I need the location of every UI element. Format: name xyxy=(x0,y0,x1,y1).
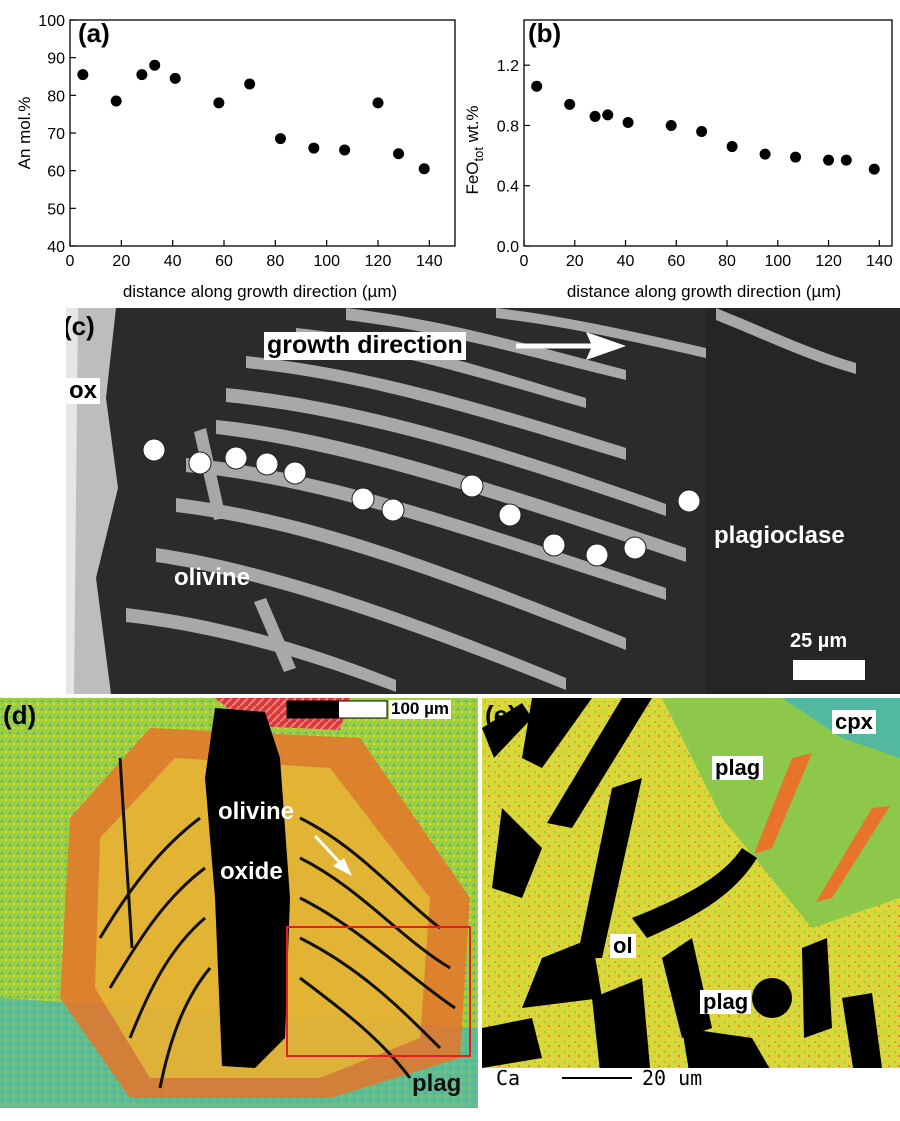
x-tick-label: 140 xyxy=(416,253,443,270)
data-point xyxy=(759,148,771,160)
x-tick-label: 20 xyxy=(566,253,584,270)
panel-d-letter: (d) xyxy=(3,700,37,730)
panel-d-label-olivine: olivine xyxy=(218,798,295,825)
chart-b-axes-frame xyxy=(523,19,893,247)
chart-b-x-label: distance along growth direction (µm) xyxy=(567,282,841,301)
chart-b-y-label-sub: tot xyxy=(471,147,486,162)
panel-c-bse-image: (c) ox growth direction olivine plagiocl… xyxy=(66,308,900,694)
data-point xyxy=(136,69,148,81)
panel-c-label-plagioclase: plagioclase xyxy=(714,522,845,549)
chart-b-x-ticks: 0 20 40 60 80 100 120 140 xyxy=(520,240,893,270)
data-point xyxy=(665,119,677,131)
x-tick-label: 120 xyxy=(815,253,842,270)
panel-e-label-ca: Ca xyxy=(496,1066,521,1090)
panel-d-label-plag: plag xyxy=(412,1070,462,1097)
data-point xyxy=(149,59,161,71)
chart-b-y-ticks: 0.0 0.4 0.8 1.2 xyxy=(497,58,530,256)
panel-d-texture xyxy=(0,698,478,1108)
chart-b-y-label-main: FeO xyxy=(463,161,482,194)
data-point xyxy=(274,133,286,145)
panel-c-label-olivine: olivine xyxy=(174,564,251,591)
y-tick-label: 0.0 xyxy=(497,239,519,256)
panel-d-scale-label: 100 µm xyxy=(389,699,451,719)
data-point xyxy=(372,97,384,109)
panel-e-label-plag-mid: plag xyxy=(700,989,752,1015)
x-tick-label: 60 xyxy=(215,253,233,270)
y-tick-label: 1.2 xyxy=(497,58,519,75)
x-tick-label: 140 xyxy=(866,253,893,270)
panel-d-element-map: (d) 100 µm olivine oxide plag xyxy=(0,698,478,1108)
y-tick-label: 0.8 xyxy=(497,118,519,135)
panel-c-texture xyxy=(66,308,900,694)
x-tick-label: 0 xyxy=(520,253,529,270)
chart-a-points xyxy=(77,59,430,175)
data-point xyxy=(840,154,852,166)
y-tick-label: 50 xyxy=(47,201,65,218)
x-tick-label: 0 xyxy=(66,253,75,270)
data-point xyxy=(339,144,351,156)
panel-e-texture xyxy=(482,698,900,1090)
data-point xyxy=(77,69,89,81)
data-point xyxy=(589,110,601,122)
x-tick-label: 20 xyxy=(112,253,130,270)
data-point xyxy=(696,125,708,137)
data-point xyxy=(169,72,181,84)
x-tick-label: 80 xyxy=(718,253,736,270)
x-tick-label: 120 xyxy=(365,253,392,270)
chart-a-x-label: distance along growth direction (µm) xyxy=(123,282,397,301)
panel-c-label-growth-direction: growth direction xyxy=(264,331,466,360)
panel-e-label-ol: ol xyxy=(610,933,636,959)
chart-a-axes-frame xyxy=(69,19,456,247)
chart-b-points xyxy=(531,80,880,175)
y-tick-label: 60 xyxy=(47,164,65,181)
x-tick-label: 80 xyxy=(266,253,284,270)
panel-e-ca-map: (e) cpx plag ol plag Ca 20 um xyxy=(482,698,900,1090)
chart-b: 0 20 40 60 80 100 120 140 0.0 0.4 0.8 1.2 (b) dist… xyxy=(463,18,893,301)
panel-e-label-cpx: cpx xyxy=(832,709,876,735)
data-point xyxy=(726,141,738,153)
chart-a-y-ticks: 40 50 60 70 80 90 100 xyxy=(38,13,76,256)
panel-c-letter: (c) xyxy=(66,311,95,341)
chart-b-y-label: FeOtot wt.% xyxy=(463,105,486,194)
chart-a: 0 20 40 60 80 100 120 140 40 50 60 70 80 90 100 (a) d… xyxy=(15,13,456,301)
data-point xyxy=(110,95,122,107)
data-point xyxy=(823,154,835,166)
data-point xyxy=(564,98,576,110)
panel-e-label-plag-top: plag xyxy=(712,755,764,781)
chart-a-y-label: An mol.% xyxy=(15,97,34,170)
y-tick-label: 90 xyxy=(47,51,65,68)
data-point xyxy=(602,109,614,121)
y-tick-label: 100 xyxy=(38,13,65,30)
data-point xyxy=(418,163,430,175)
data-point xyxy=(393,148,405,160)
panel-c-scale-label: 25 µm xyxy=(790,630,848,652)
x-tick-label: 60 xyxy=(667,253,685,270)
y-tick-label: 40 xyxy=(47,239,65,256)
x-tick-label: 100 xyxy=(764,253,791,270)
panel-e-letter: (e) xyxy=(485,700,517,730)
x-tick-label: 40 xyxy=(164,253,182,270)
panel-d-label-oxide: oxide xyxy=(220,858,283,885)
chart-a-panel-letter: (a) xyxy=(78,18,110,48)
x-tick-label: 100 xyxy=(313,253,340,270)
y-tick-label: 70 xyxy=(47,126,65,143)
charts-area: 0 20 40 60 80 100 120 140 40 50 60 70 80 90 100 (a) d… xyxy=(15,13,893,301)
chart-a-x-ticks: 0 20 40 60 80 100 120 140 xyxy=(66,240,443,270)
x-tick-label: 40 xyxy=(617,253,635,270)
data-point xyxy=(622,116,634,128)
y-tick-label: 0.4 xyxy=(497,179,519,196)
data-point xyxy=(531,80,543,92)
data-point xyxy=(244,78,256,90)
data-point xyxy=(868,163,880,175)
panel-e-scale-label: 20 um xyxy=(642,1066,703,1090)
chart-b-y-label-tail: wt.% xyxy=(463,105,482,147)
chart-b-panel-letter: (b) xyxy=(528,18,561,48)
y-tick-label: 80 xyxy=(47,88,65,105)
data-point xyxy=(308,142,320,154)
data-point xyxy=(790,151,802,163)
data-point xyxy=(213,97,225,109)
panel-c-label-ox: ox xyxy=(66,377,101,405)
